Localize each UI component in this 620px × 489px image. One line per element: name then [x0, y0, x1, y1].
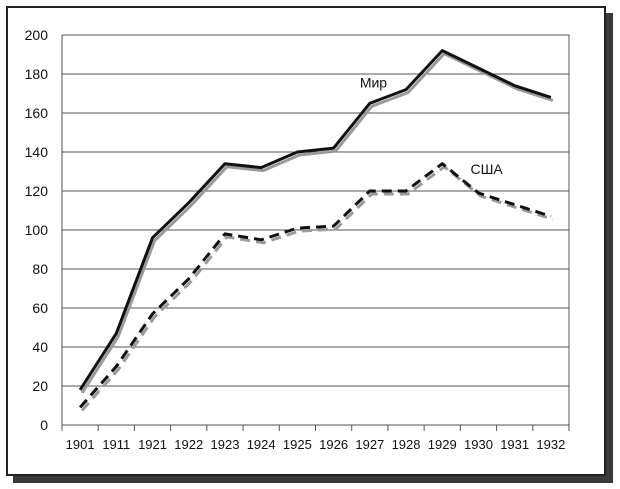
x-tick-label: 1928: [392, 437, 421, 452]
x-tick-label: 1911: [102, 437, 130, 452]
x-axis-ticks: 1901 1911 1921 1922 1923 1924 1925 1926 1927 1928…: [61, 425, 570, 452]
series-label-world: Мир: [360, 74, 387, 90]
series-label-usa: США: [470, 161, 503, 177]
x-tick-label: 1923: [211, 437, 240, 452]
y-tick-label: 200: [25, 27, 49, 43]
y-tick-label: 120: [25, 183, 49, 199]
series-lines: [78, 49, 554, 412]
y-tick-label: 180: [25, 66, 49, 82]
y-tick-label: 0: [40, 417, 48, 433]
x-tick-label: 1922: [174, 437, 203, 452]
x-tick-label: 1931: [500, 437, 529, 452]
x-tick-label: 1926: [319, 437, 348, 452]
grid-lines: [61, 34, 570, 426]
series-labels: Мир США: [360, 74, 504, 177]
x-tick-label: 1901: [66, 437, 95, 452]
y-tick-label: 80: [32, 261, 48, 277]
y-tick-label: 140: [25, 144, 49, 160]
y-tick-label: 40: [32, 339, 48, 355]
y-tick-label: 60: [32, 300, 48, 316]
x-tick-label: 1930: [464, 437, 493, 452]
series-line-world: [78, 49, 552, 391]
series-shadow: [80, 52, 554, 394]
y-tick-label: 20: [32, 378, 48, 394]
y-tick-label: 100: [25, 222, 49, 238]
x-tick-label: 1932: [536, 437, 565, 452]
x-tick-label: 1925: [283, 437, 312, 452]
series-line-usa: [78, 162, 552, 409]
x-tick-label: 1921: [138, 437, 167, 452]
y-axis-ticks: 0 20 40 60 80 100 120 140 160 180 200: [25, 27, 49, 433]
y-tick-label: 160: [25, 105, 49, 121]
x-tick-label: 1929: [428, 437, 457, 452]
series-shadow: [80, 165, 554, 412]
x-tick-label: 1924: [247, 437, 276, 452]
x-tick-label: 1927: [355, 437, 384, 452]
